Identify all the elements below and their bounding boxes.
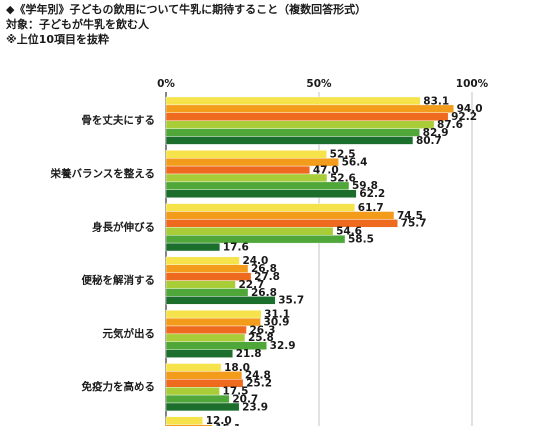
data-label: 87.6 [437, 119, 463, 131]
bar [165, 96, 421, 106]
bar [165, 363, 222, 372]
x-tick-label: 0% [157, 78, 175, 90]
data-label: 26.3 [249, 324, 275, 336]
data-label: 61.7 [358, 202, 384, 214]
data-label: 58.5 [348, 234, 374, 246]
data-label: 59.8 [352, 180, 378, 192]
data-label: 54.6 [336, 226, 362, 238]
data-label: 80.7 [416, 135, 442, 147]
data-label: 17.5 [223, 386, 249, 398]
bar [165, 280, 236, 289]
data-label: 12.0 [206, 415, 232, 426]
data-label: 20.7 [232, 393, 258, 405]
bar [165, 387, 220, 396]
bar [165, 264, 249, 273]
data-label: 17.6 [223, 241, 249, 253]
bar [165, 203, 356, 212]
bar [165, 227, 334, 236]
chart-title: ◆《学年別》子どもの飲用について牛乳に期待すること（複数回答形式） [6, 3, 367, 16]
bar [165, 402, 240, 412]
data-label: 25.8 [248, 332, 274, 344]
bar [165, 104, 454, 114]
data-label: 62.2 [359, 188, 385, 200]
bar [165, 128, 420, 137]
data-label: 47.0 [313, 164, 339, 176]
bar [165, 394, 230, 404]
data-label: 24.8 [245, 370, 271, 382]
category-label: 免疫力を高める [82, 380, 156, 393]
bar [165, 112, 449, 121]
data-label: 30.9 [264, 316, 290, 328]
data-label: 83.1 [423, 95, 449, 107]
bar [165, 424, 213, 426]
bar [165, 136, 414, 145]
bar [165, 349, 233, 358]
category-label: 元気が出る [103, 327, 156, 340]
data-label: 24.0 [242, 255, 268, 267]
data-label: 52.5 [330, 149, 356, 161]
chart-note: ※上位10項目を抜粋 [6, 33, 110, 46]
data-label: 26.8 [251, 287, 277, 299]
bar [165, 371, 243, 380]
data-label: 74.5 [397, 210, 423, 222]
data-label: 26.8 [251, 263, 277, 275]
bar [165, 219, 398, 228]
data-label: 75.7 [401, 218, 427, 230]
category-label: 身長が伸びる [92, 220, 155, 233]
data-label: 92.2 [451, 111, 477, 123]
x-tick-label: 100% [456, 78, 489, 90]
bar [165, 173, 328, 183]
data-label: 23.9 [242, 401, 268, 413]
bar [165, 211, 395, 220]
bar [165, 181, 350, 190]
bar [165, 189, 357, 198]
category-label: 骨を丈夫にする [81, 114, 155, 127]
data-label: 52.6 [330, 172, 356, 184]
bar [165, 317, 261, 327]
data-label: 18.0 [224, 362, 250, 374]
bar [165, 333, 246, 342]
bar [165, 234, 346, 244]
data-label: 31.1 [264, 309, 290, 321]
bar [165, 288, 249, 297]
category-label: 便秘を解消する [82, 274, 156, 287]
bar [165, 150, 327, 159]
x-tick-label: 50% [306, 78, 332, 90]
data-label: 32.9 [270, 340, 296, 352]
data-label: 22.7 [238, 279, 264, 291]
bar [165, 256, 240, 265]
data-label: 25.2 [246, 378, 272, 390]
bar [165, 242, 221, 252]
bar [165, 165, 311, 175]
data-label: 82.9 [423, 127, 449, 139]
chart-header: ◆《学年別》子どもの飲用について牛乳に期待すること（複数回答形式） 対象：子ども… [6, 2, 366, 47]
bar [165, 120, 435, 129]
data-label: 15.1 [215, 423, 241, 426]
data-label: 35.7 [278, 295, 304, 307]
bar [165, 310, 262, 319]
data-label: 21.8 [236, 348, 262, 360]
bar [165, 296, 276, 305]
chart-subject: 対象：子どもが牛乳を飲む人 [6, 18, 149, 31]
category-label: 栄養バランスを整える [50, 167, 155, 180]
bar [165, 325, 247, 335]
data-label: 27.8 [254, 271, 280, 283]
data-label: 56.4 [342, 157, 368, 169]
data-label: 94.0 [457, 103, 483, 115]
bar [165, 416, 203, 425]
